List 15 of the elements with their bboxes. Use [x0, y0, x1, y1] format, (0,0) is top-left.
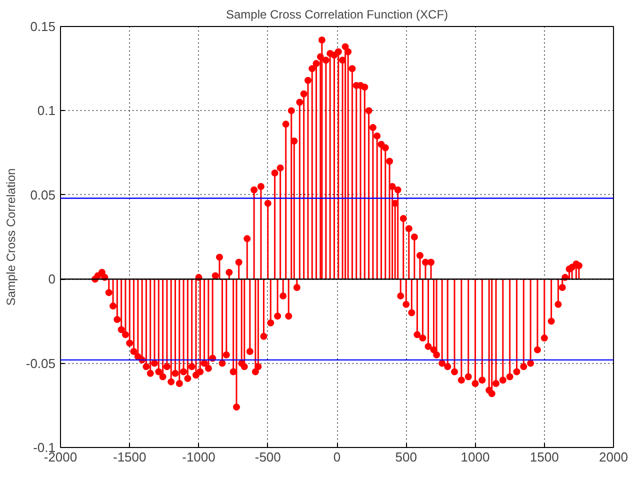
x-tick-label: -1500 [113, 450, 146, 464]
y-tick-label: 0.15 [30, 19, 56, 34]
x-tick-label: 0 [333, 450, 341, 464]
x-tick-label: -500 [254, 450, 281, 464]
x-tick-label: 2000 [599, 450, 628, 464]
y-tick-label: 0 [48, 272, 56, 287]
y-axis-title: Sample Cross Correlation [4, 168, 18, 306]
x-tick-label: 1000 [460, 450, 490, 464]
x-tick-label: 500 [395, 450, 417, 464]
y-tick-label: 0.1 [37, 103, 56, 118]
y-tick-label: -0.05 [26, 356, 56, 371]
chart-title: Sample Cross Correlation Function (XCF) [226, 8, 448, 22]
x-tick-label: 1500 [530, 450, 559, 464]
y-tick-label: 0.05 [30, 187, 56, 202]
x-tick-label: -1000 [182, 450, 216, 464]
